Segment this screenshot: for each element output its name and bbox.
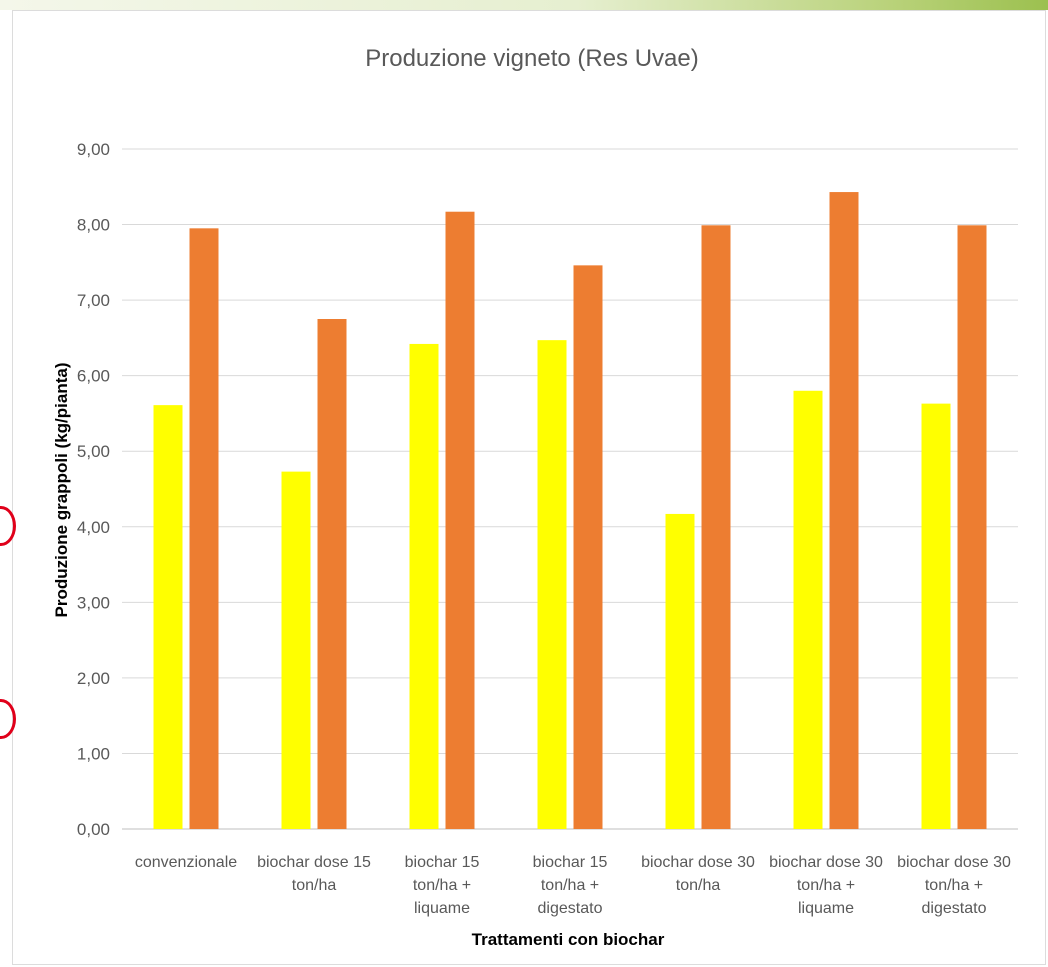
bars xyxy=(153,192,987,830)
bar-series-1 xyxy=(665,513,695,829)
y-tick-label: 2,00 xyxy=(77,669,110,688)
gridlines xyxy=(122,148,1018,830)
x-axis-title: Trattamenti con biochar xyxy=(472,930,665,949)
bar-series-2 xyxy=(189,228,219,830)
y-axis-ticks: 0,00 1,00 2,00 3,00 4,00 5,00 6,00 7,00 8,00 9,00 xyxy=(77,140,110,839)
y-tick-label: 7,00 xyxy=(77,291,110,310)
bar-series-2 xyxy=(701,225,731,830)
bar-series-1 xyxy=(409,343,439,829)
bar-series-1 xyxy=(281,471,311,829)
bar-series-2 xyxy=(317,319,347,829)
y-tick-label: 1,00 xyxy=(77,744,110,763)
y-axis-title: Produzione grappoli (kg/pianta) xyxy=(52,363,71,618)
x-category-label: biochar 15 ton/ha + liquame xyxy=(405,854,480,917)
x-category-label: biochar dose 30 ton/ha + digestato xyxy=(897,854,1011,917)
y-tick-label: 9,00 xyxy=(77,140,110,159)
x-category-label: biochar 15 ton/ha + digestato xyxy=(533,854,608,917)
x-category-label: biochar dose 30 ton/ha xyxy=(641,854,755,894)
bar-series-1 xyxy=(153,405,183,829)
bar-series-2 xyxy=(445,211,475,829)
x-category-label: biochar dose 15 ton/ha xyxy=(257,854,371,894)
bar-series-1 xyxy=(793,390,823,829)
y-tick-label: 0,00 xyxy=(77,820,110,839)
chart-title: Produzione vigneto (Res Uvae) xyxy=(365,45,699,72)
x-category-label: convenzionale xyxy=(135,854,237,871)
chart-frame xyxy=(12,10,1046,965)
slide-top-band xyxy=(0,0,1048,10)
bar-series-2 xyxy=(957,225,987,830)
bar-series-2 xyxy=(573,265,603,829)
y-tick-label: 8,00 xyxy=(77,216,110,235)
y-tick-label: 4,00 xyxy=(77,518,110,537)
bar-series-2 xyxy=(829,192,859,830)
bar-series-1 xyxy=(537,340,567,829)
bar-series-1 xyxy=(921,403,951,829)
x-axis-categories: convenzionale biochar dose 15 ton/ha biocha… xyxy=(135,854,1011,917)
y-tick-label: 5,00 xyxy=(77,442,110,461)
x-category-label: biochar dose 30 ton/ha + liquame xyxy=(769,854,883,917)
y-tick-label: 6,00 xyxy=(77,367,110,386)
y-tick-label: 3,00 xyxy=(77,593,110,612)
